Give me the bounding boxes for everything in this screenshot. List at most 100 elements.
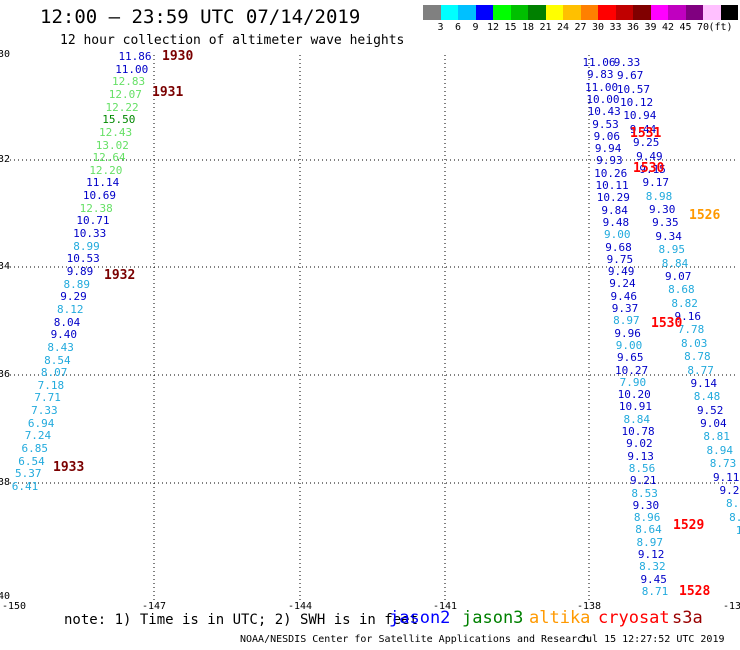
- wave-height-value: 8.68: [668, 283, 695, 297]
- wave-height-value: 9.93: [596, 154, 623, 168]
- color-scale-label: 27: [574, 22, 587, 33]
- wave-height-value: 6.94: [27, 416, 55, 430]
- longitude-tick-label: -138: [576, 601, 602, 612]
- wave-height-value: 9.30: [632, 498, 660, 512]
- wave-height-value: 12.83: [111, 75, 146, 89]
- longitude-tick-label: -150: [2, 601, 27, 612]
- wave-height-value: 12.20: [89, 163, 123, 177]
- wave-height-value: 9.02: [626, 437, 653, 451]
- legend-cryosat: cryosat: [598, 608, 670, 628]
- wave-height-value: 1: [735, 524, 740, 537]
- wave-height-value: 9.17: [642, 176, 670, 190]
- color-scale-label: 9: [472, 22, 479, 33]
- wave-height-value: 10.57: [616, 82, 650, 96]
- wave-height-value: 10.33: [73, 227, 107, 241]
- color-swatch: [720, 5, 738, 20]
- wave-height-value: 13.02: [95, 138, 129, 152]
- color-swatch: [703, 5, 721, 20]
- wave-height-value: 9.46: [610, 289, 637, 303]
- wave-height-value: 9.11: [712, 470, 740, 484]
- wave-height-value: 10.78: [621, 425, 655, 439]
- wave-height-value: 7.33: [31, 404, 58, 418]
- wave-height-value: 10.69: [82, 189, 116, 203]
- pass-time-label: 1526: [689, 208, 721, 223]
- wave-height-value: 8.98: [645, 189, 673, 203]
- pass-time-label: 1933: [53, 460, 85, 475]
- wave-height-value: 8.82: [671, 296, 698, 310]
- credit-line: NOAA/NESDIS Center for Satellite Applica…: [240, 634, 590, 645]
- wave-height-value: 9.16: [674, 310, 702, 324]
- wave-height-value: 7.71: [34, 391, 61, 405]
- wave-height-value: 6.41: [11, 480, 39, 493]
- color-scale-label: 70: [696, 22, 710, 33]
- color-scale-label: 33: [609, 22, 622, 33]
- wave-height-value: 9.06: [593, 129, 621, 143]
- wave-height-value: 9.45: [640, 572, 667, 586]
- pass-time-label: 1530: [633, 161, 665, 176]
- wave-height-value: 8.: [729, 510, 740, 524]
- longitude-tick-label: -141: [432, 601, 458, 612]
- wave-height-value: 9.83: [587, 68, 614, 82]
- wave-height-value: 9.29: [60, 290, 87, 304]
- color-swatch: [440, 5, 458, 20]
- wave-height-value: 10.11: [595, 179, 629, 193]
- wave-height-value: 11.14: [86, 176, 120, 190]
- map-title: 12:00 – 23:59 UTC 07/14/2019: [40, 6, 361, 28]
- color-scale-label: 18: [521, 22, 535, 33]
- wave-height-value: 10.12: [620, 96, 654, 110]
- wave-height-value: 15.50: [102, 113, 136, 127]
- pass-time-label: 1531: [630, 126, 662, 141]
- wave-height-value: 11.00: [115, 62, 149, 76]
- latitude-tick-label: -40: [0, 591, 11, 602]
- wave-height-value: 8.04: [53, 315, 81, 329]
- wave-height-value: 7.78: [677, 323, 705, 337]
- longitude-tick-label: -135: [722, 601, 740, 612]
- wave-height-value: 9.21: [630, 474, 657, 488]
- color-scale-bar: [423, 5, 738, 20]
- wave-height-value: 9.07: [664, 269, 692, 283]
- wave-height-value: 9.96: [614, 326, 641, 340]
- wave-height-value: 8.64: [635, 523, 662, 537]
- wave-height-value: 9.15: [639, 162, 666, 176]
- pass-time-label: 1530: [651, 316, 683, 331]
- wave-height-value: 8.97: [613, 314, 640, 328]
- color-swatch: [423, 5, 441, 20]
- wave-height-value: 8.84: [623, 412, 651, 426]
- wave-height-value: 8.96: [633, 511, 661, 525]
- wave-height-value: 9.68: [605, 240, 632, 254]
- color-swatch: [580, 5, 598, 20]
- wave-height-value: 8.89: [63, 277, 91, 291]
- wave-height-value: 8.03: [680, 336, 708, 350]
- wave-height-value: 10.26: [594, 166, 628, 180]
- wave-height-value: 10.71: [76, 214, 110, 228]
- wave-height-value: 9.44: [629, 122, 657, 136]
- map-subtitle: 12 hour collection of altimeter wave hei…: [60, 33, 405, 48]
- color-scale-label: 12: [486, 22, 500, 33]
- footnote: note: 1) Time is in UTC; 2) SWH is in fe…: [64, 612, 419, 628]
- color-scale-label: 15: [504, 22, 517, 33]
- wave-height-value: 9.14: [690, 376, 718, 390]
- wave-height-value: 10.43: [587, 105, 621, 119]
- wave-height-value: 9.24: [609, 277, 636, 291]
- wave-height-value: 12.22: [105, 100, 139, 114]
- color-swatch: [493, 5, 511, 20]
- legend-jason2: jason2: [389, 608, 451, 628]
- wave-height-value: 8.78: [684, 350, 711, 364]
- color-swatch: [615, 5, 633, 20]
- longitude-tick-label: -147: [141, 601, 167, 612]
- wave-height-value: 9.94: [594, 142, 622, 156]
- wave-height-value: 9.75: [606, 252, 634, 266]
- wave-height-value: 8.48: [693, 390, 721, 404]
- wave-height-value: 8.95: [658, 243, 686, 257]
- wave-height-value: 9.65: [617, 351, 644, 365]
- wave-height-value: 8.53: [631, 486, 658, 500]
- wave-height-value: 9.25: [632, 136, 660, 150]
- color-scale-label: 30: [591, 22, 605, 33]
- wave-height-value: 8.81: [703, 430, 730, 444]
- wave-height-value: 9.00: [615, 338, 643, 352]
- color-swatch: [633, 5, 651, 20]
- wave-height-value: 9.89: [66, 265, 94, 278]
- wave-height-value: 7.18: [37, 378, 65, 392]
- wave-height-value: 9.40: [50, 328, 78, 342]
- wave-height-value: 6.85: [21, 442, 48, 456]
